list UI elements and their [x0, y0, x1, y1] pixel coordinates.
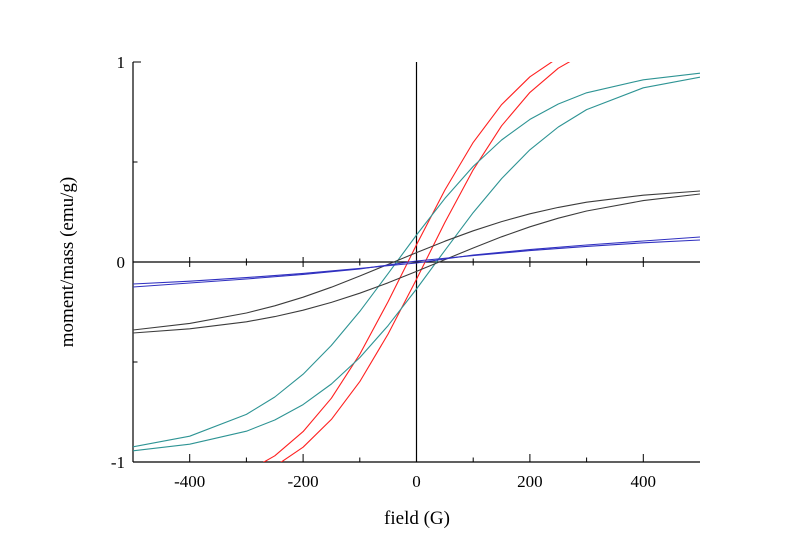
series-red-loop-lower-branch: [280, 62, 571, 462]
x-tick-label: -200: [288, 472, 319, 491]
series-blue-loop-upper-branch: [133, 239, 700, 288]
x-tick-label: 200: [517, 472, 543, 491]
series-red-loop-upper-branch: [262, 62, 553, 462]
series-teal-loop-lower-branch: [133, 76, 700, 452]
y-axis-title: moment/mass (emu/g): [57, 176, 78, 348]
series-black-loop-upper-branch: [133, 190, 700, 331]
y-tick-label: 0: [117, 253, 126, 272]
x-axis-title: field (G): [384, 508, 450, 529]
series-teal-loop-upper-branch: [133, 72, 700, 448]
x-tick-label: 0: [412, 472, 421, 491]
x-tick-label: 400: [631, 472, 657, 491]
series-black-loop-lower-branch: [133, 193, 700, 334]
x-tick-label: -400: [174, 472, 205, 491]
y-tick-label: 1: [117, 53, 126, 72]
y-tick-label: -1: [111, 453, 125, 472]
series-blue-loop-lower-branch: [133, 236, 700, 285]
